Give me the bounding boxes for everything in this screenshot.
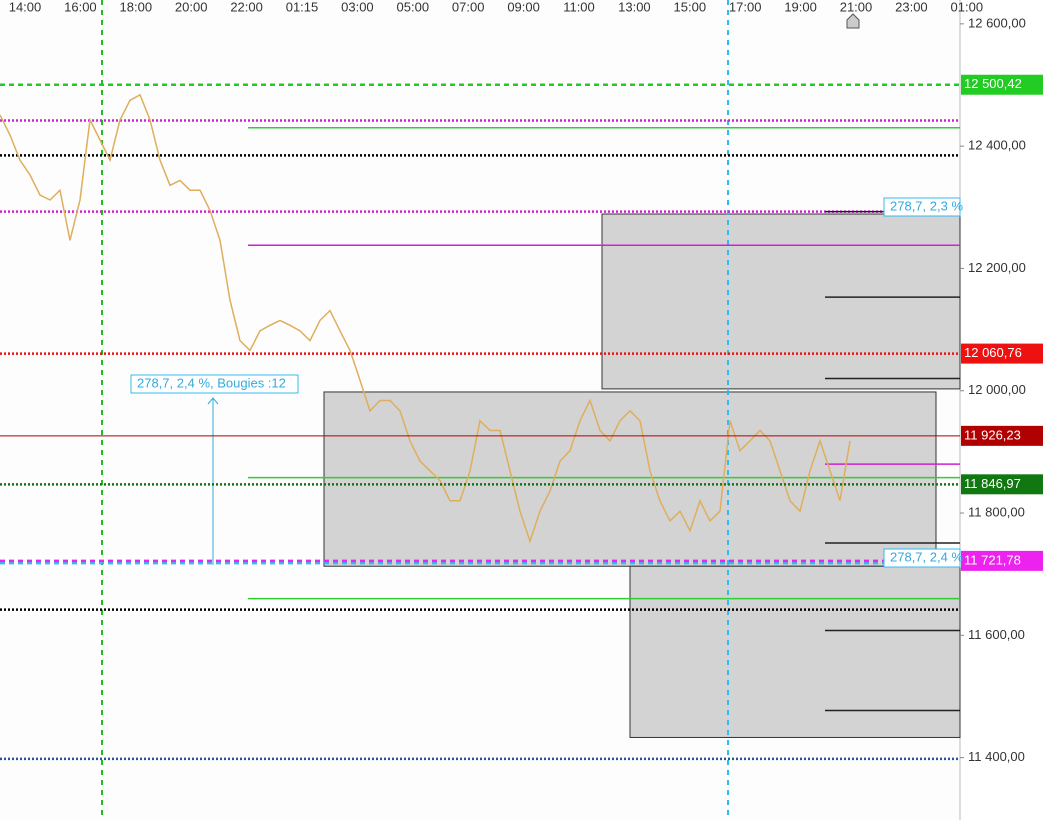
price-tag bbox=[961, 550, 1043, 571]
x-tick-label: 14:00 bbox=[9, 0, 42, 14]
price-tag-label: 11 846,97 bbox=[964, 476, 1021, 491]
x-tick-label: 17:00 bbox=[729, 0, 762, 14]
x-tick-label: 01:15 bbox=[286, 0, 319, 14]
annotation-box bbox=[883, 548, 961, 568]
price-tag bbox=[961, 74, 1043, 95]
price-tag-label: 11 721,78 bbox=[964, 552, 1021, 567]
x-tick-label: 15:00 bbox=[674, 0, 707, 14]
home-icon[interactable] bbox=[846, 13, 860, 29]
y-tick-label: 11 800,00 bbox=[968, 504, 1025, 519]
zone bbox=[601, 213, 961, 390]
price-tag-label: 12 500,42 bbox=[964, 76, 1022, 91]
annotation: 278,7, 2,3 % bbox=[890, 198, 963, 213]
annotation-box bbox=[883, 197, 961, 217]
price-tag-label: 12 060,76 bbox=[964, 345, 1022, 360]
x-tick-label: 22:00 bbox=[230, 0, 263, 14]
x-tick-label: 07:00 bbox=[452, 0, 485, 14]
y-tick-label: 12 000,00 bbox=[968, 382, 1026, 397]
y-tick-label: 12 200,00 bbox=[968, 260, 1026, 275]
x-tick-label: 18:00 bbox=[120, 0, 153, 14]
y-tick-label: 12 600,00 bbox=[968, 15, 1026, 30]
annotation: 278,7, 2,4 % bbox=[890, 549, 963, 564]
price-tag bbox=[961, 474, 1043, 495]
price-tag bbox=[961, 343, 1043, 364]
y-tick-label: 11 600,00 bbox=[968, 627, 1025, 642]
x-tick-label: 03:00 bbox=[341, 0, 374, 14]
measure-arrow bbox=[207, 397, 219, 405]
price-tag bbox=[961, 425, 1043, 446]
x-tick-label: 09:00 bbox=[507, 0, 540, 14]
price-line bbox=[0, 93, 851, 544]
x-tick-label: 13:00 bbox=[618, 0, 651, 14]
price-tag-label: 11 926,23 bbox=[964, 427, 1021, 442]
x-tick-label: 21:00 bbox=[840, 0, 873, 14]
y-tick-label: 12 400,00 bbox=[968, 138, 1026, 153]
zone bbox=[629, 565, 961, 738]
annotation: 278,7, 2,4 %, Bougies :12 bbox=[137, 375, 286, 390]
x-tick-label: 05:00 bbox=[397, 0, 430, 14]
x-tick-label: 23:00 bbox=[895, 0, 928, 14]
x-tick-label: 20:00 bbox=[175, 0, 208, 14]
x-tick-label: 01:00 bbox=[951, 0, 984, 14]
annotation-box bbox=[130, 374, 299, 394]
y-tick-label: 11 400,00 bbox=[968, 749, 1025, 764]
x-tick-label: 16:00 bbox=[64, 0, 97, 14]
x-tick-label: 11:00 bbox=[563, 0, 595, 14]
zone bbox=[323, 391, 937, 567]
x-tick-label: 19:00 bbox=[784, 0, 817, 14]
